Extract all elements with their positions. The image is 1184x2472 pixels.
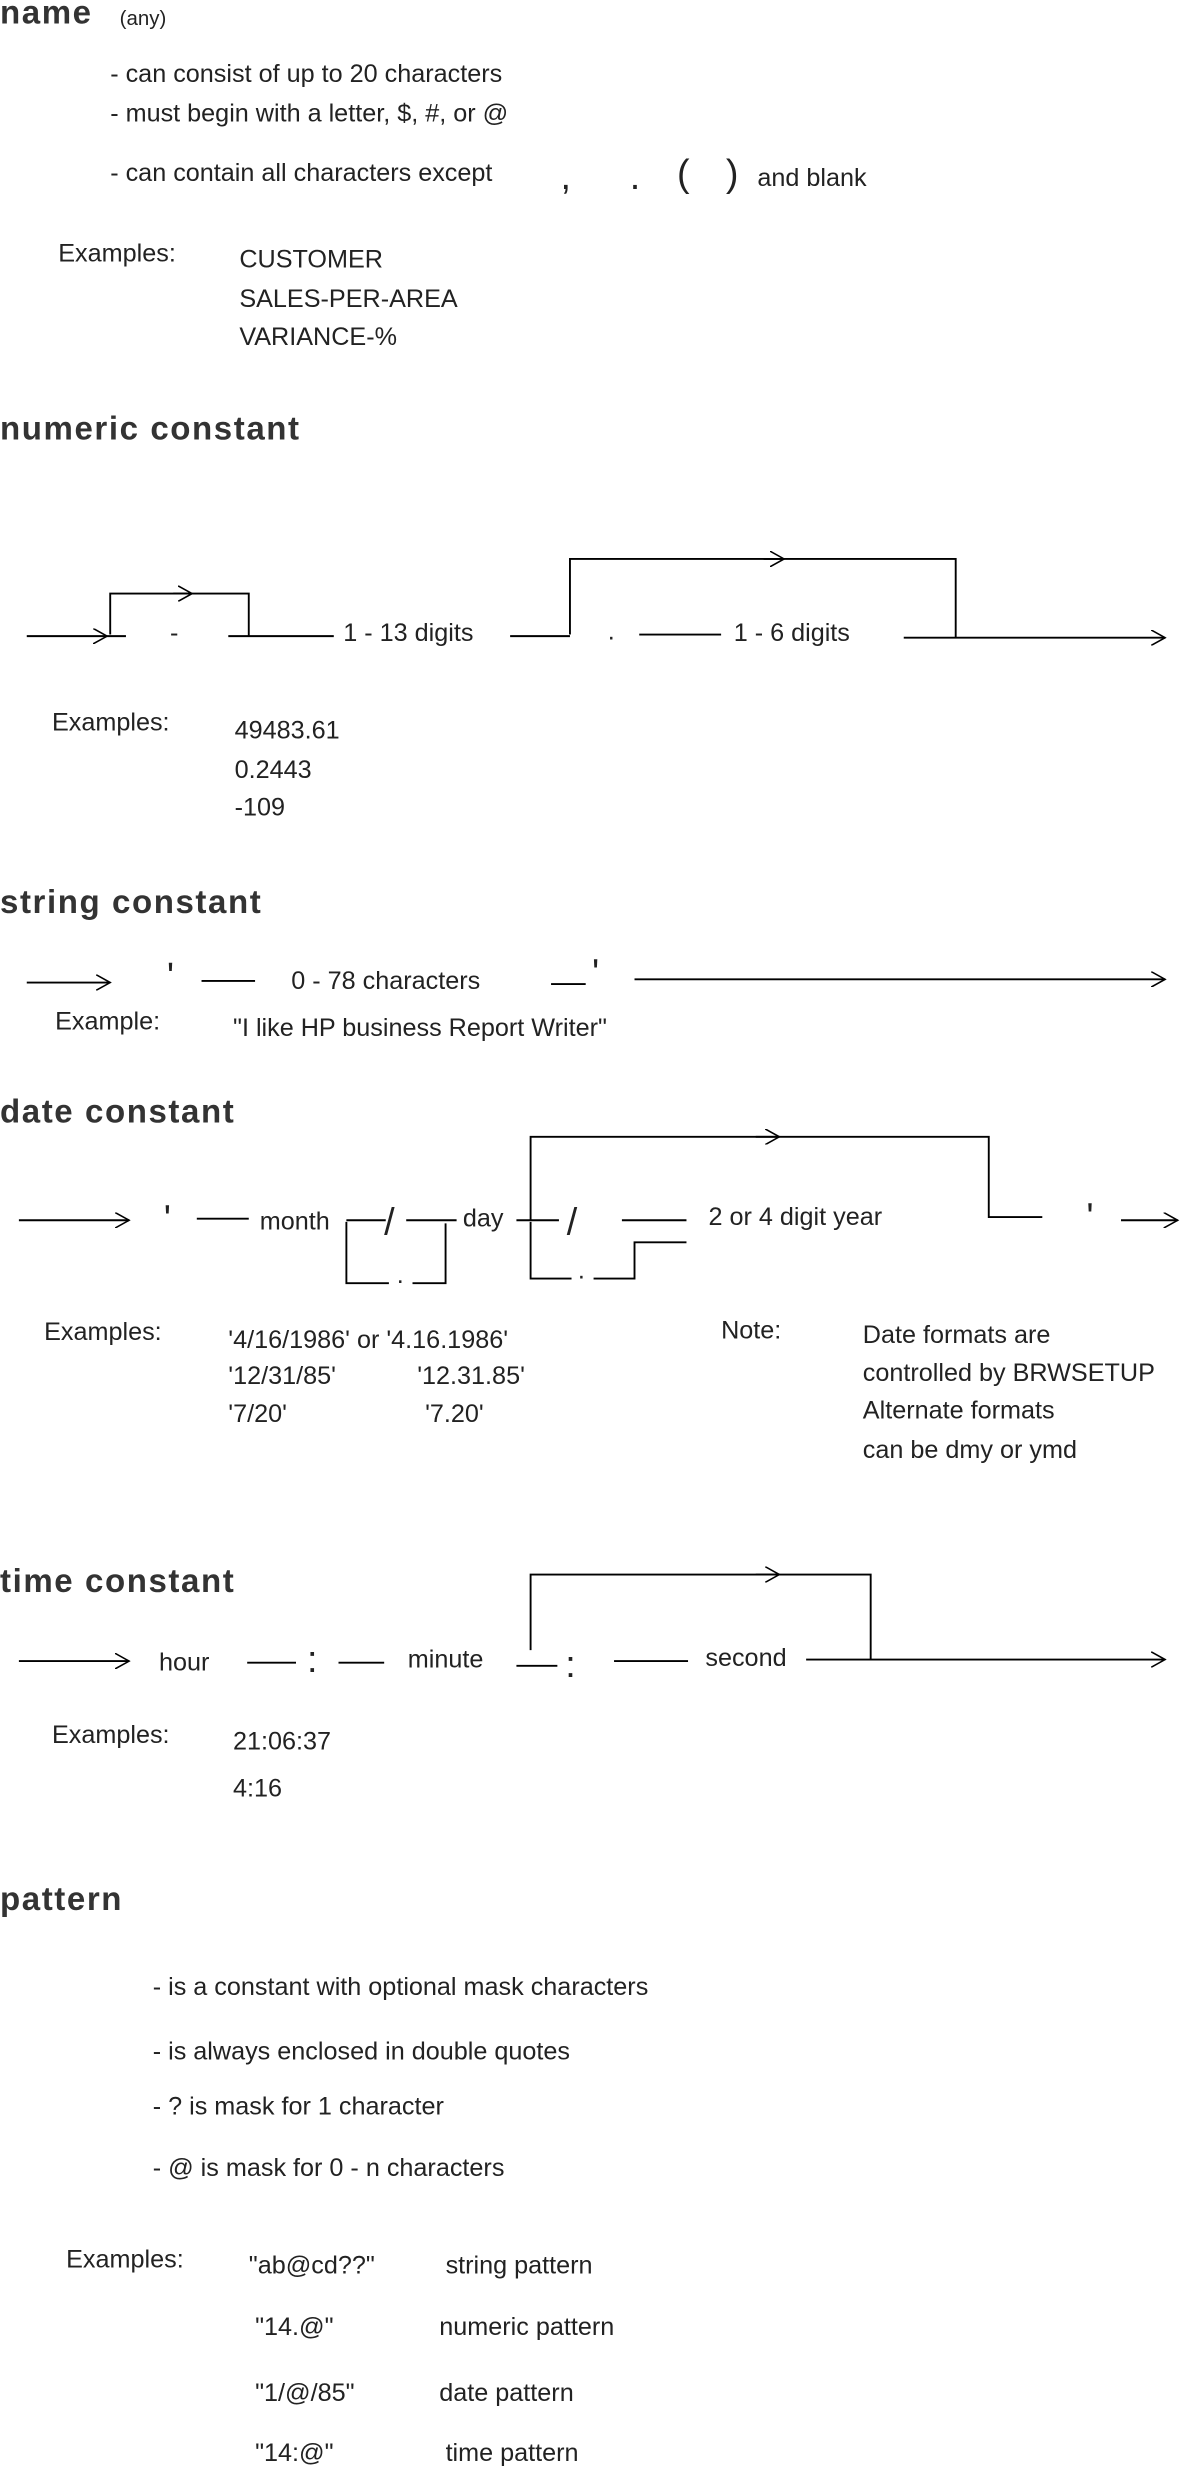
pattern-rule: - is a constant with optional mask chara… xyxy=(153,1973,649,2001)
hour-label: hour xyxy=(159,1649,209,1677)
minute-label: minute xyxy=(408,1645,484,1673)
section-date-constant: date constant ' month / . day / . 2 or 4… xyxy=(0,1094,1178,1464)
dot: . xyxy=(397,1261,404,1289)
close-quote: ' xyxy=(1086,1197,1093,1239)
pattern-rule: - ? is mask for 1 character xyxy=(153,2093,444,2121)
pattern-rule: - is always enclosed in double quotes xyxy=(153,2037,570,2065)
example: 4:16 xyxy=(233,1775,282,1803)
examples-label: Examples: xyxy=(58,239,176,267)
second-label: second xyxy=(705,1644,786,1672)
date-syntax-diagram: ' month / . day / . 2 or 4 digit year ' xyxy=(18,1137,1178,1289)
minus-sign: - xyxy=(170,619,178,647)
close-quote: ' xyxy=(592,953,599,995)
note-line: Alternate formats xyxy=(863,1397,1055,1425)
chars-label: 0 - 78 characters xyxy=(291,967,480,995)
dot: . xyxy=(578,1257,585,1285)
heading-date-constant: date constant xyxy=(0,1094,235,1131)
example: -109 xyxy=(235,794,285,822)
section-name: name (any) - can consist of up to 20 cha… xyxy=(0,0,867,351)
example: '12.31.85' xyxy=(417,1362,525,1390)
example: '7.20' xyxy=(425,1400,484,1428)
slash: / xyxy=(567,1201,578,1243)
examples-label: Examples: xyxy=(44,1318,162,1346)
pattern-kind: string pattern xyxy=(446,2252,593,2280)
example: "I like HP business Report Writer" xyxy=(233,1014,607,1042)
excluded-char: . xyxy=(630,156,641,198)
pattern-example: "14.@" xyxy=(255,2313,333,2341)
pattern-example: "ab@cd??" xyxy=(249,2252,375,2280)
example: '7/20' xyxy=(228,1400,287,1428)
example: VARIANCE-% xyxy=(239,323,397,351)
decimal-point: . xyxy=(608,617,615,645)
excluded-suffix: and blank xyxy=(757,164,867,192)
note-label: Note: xyxy=(721,1316,781,1344)
section-numeric-constant: numeric constant - 1 - 13 digits . 1 - 6… xyxy=(0,410,1165,822)
month-label: month xyxy=(260,1208,330,1236)
example: 49483.61 xyxy=(235,716,340,744)
examples-label: Examples: xyxy=(66,2245,184,2273)
example: 21:06:37 xyxy=(233,1727,331,1755)
pattern-rule: - @ is mask for 0 - n characters xyxy=(153,2154,505,2182)
section-string-constant: string constant ' 0 - 78 characters ' Ex… xyxy=(0,884,1165,1042)
examples-label: Examples: xyxy=(52,709,170,737)
name-rule: - must begin with a letter, $, #, or @ xyxy=(110,99,508,127)
open-quote: ' xyxy=(167,956,174,998)
string-syntax-diagram: ' 0 - 78 characters ' xyxy=(26,953,1165,998)
slash: / xyxy=(384,1201,395,1243)
numeric-syntax-diagram: - 1 - 13 digits . 1 - 6 digits xyxy=(26,559,1165,647)
name-qualifier: (any) xyxy=(120,7,167,30)
example-label: Example: xyxy=(55,1008,160,1036)
pattern-kind: time pattern xyxy=(446,2439,579,2467)
heading-name: name xyxy=(0,0,93,32)
colon: : xyxy=(307,1639,318,1681)
heading-string-constant: string constant xyxy=(0,884,262,921)
heading-pattern: pattern xyxy=(0,1881,123,1918)
heading-numeric-constant: numeric constant xyxy=(0,410,301,447)
name-rule: - can consist of up to 20 characters xyxy=(110,60,502,88)
example: CUSTOMER xyxy=(239,246,383,274)
section-time-constant: time constant hour : minute : second Exa… xyxy=(0,1563,1165,1803)
example: '12/31/85' xyxy=(228,1362,336,1390)
examples-label: Examples: xyxy=(52,1721,170,1749)
open-quote: ' xyxy=(164,1198,171,1240)
excluded-char: , xyxy=(561,156,572,198)
colon: : xyxy=(565,1644,575,1686)
example: SALES-PER-AREA xyxy=(239,285,458,313)
frac-digits-label: 1 - 6 digits xyxy=(734,619,850,647)
heading-time-constant: time constant xyxy=(0,1563,235,1600)
note-line: can be dmy or ymd xyxy=(863,1436,1077,1464)
excluded-char: ) xyxy=(726,153,739,195)
name-rule: - can contain all characters except xyxy=(110,159,492,187)
int-digits-label: 1 - 13 digits xyxy=(343,619,473,647)
time-syntax-diagram: hour : minute : second xyxy=(18,1575,1165,1686)
example: 0.2443 xyxy=(235,756,312,784)
pattern-kind: numeric pattern xyxy=(439,2313,614,2341)
day-label: day xyxy=(463,1205,504,1233)
section-pattern: pattern - is a constant with optional ma… xyxy=(0,1881,648,2467)
pattern-example: "1/@/85" xyxy=(255,2379,354,2407)
excluded-char: ( xyxy=(677,153,690,195)
example: '4/16/1986' or '4.16.1986' xyxy=(228,1326,508,1354)
note-line: Date formats are xyxy=(863,1321,1051,1349)
year-label: 2 or 4 digit year xyxy=(709,1203,883,1231)
pattern-example: "14:@" xyxy=(255,2439,333,2467)
note-line: controlled by BRWSETUP xyxy=(863,1359,1155,1387)
pattern-kind: date pattern xyxy=(439,2379,573,2407)
